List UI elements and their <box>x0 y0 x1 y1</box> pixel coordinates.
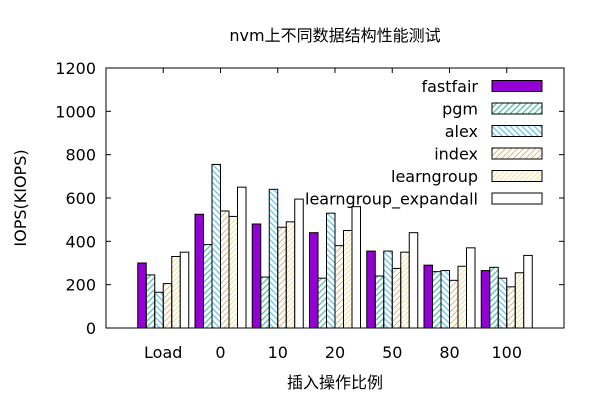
bar-index-Load <box>162 283 173 329</box>
y-tick-label: 1000 <box>55 102 96 121</box>
bar-fastfair-10 <box>251 223 262 329</box>
legend-label-alex: alex <box>445 122 478 141</box>
x-tick-label: 80 <box>439 343 459 362</box>
bar-learngroup-50 <box>400 251 410 329</box>
bar-index-80 <box>449 279 459 329</box>
bar-learngroup_expandall-100 <box>523 254 533 329</box>
x-axis-label: 插入操作比例 <box>287 373 383 392</box>
bar-learngroup-80 <box>457 265 467 329</box>
legend-swatch-alex <box>491 125 543 137</box>
x-tick-label: 20 <box>325 343 345 362</box>
legend-label-learngroup: learngroup <box>391 167 478 186</box>
bar-pgm-80 <box>432 271 442 329</box>
bar-pgm-50 <box>374 275 385 329</box>
x-tick-label: Load <box>144 343 182 362</box>
legend-label-pgm: pgm <box>442 100 478 119</box>
x-tick-label: 0 <box>215 343 225 362</box>
bar-learngroup_expandall-20 <box>351 206 361 329</box>
bar-alex-80 <box>440 270 450 329</box>
y-tick-label: 200 <box>65 276 96 295</box>
y-tick-label: 800 <box>65 146 96 165</box>
bar-fastfair-100 <box>480 270 491 329</box>
bar-fastfair-50 <box>366 250 376 329</box>
bar-fastfair-Load <box>137 262 147 329</box>
legend: fastfair pgm alex index learngroup learngroup… <box>305 77 543 210</box>
bar-pgm-0 <box>203 244 213 329</box>
bar-pgm-100 <box>489 266 499 329</box>
bar-alex-Load <box>154 291 164 329</box>
legend-swatch-index <box>491 147 543 160</box>
bar-learngroup-100 <box>514 272 525 329</box>
bar-learngroup_expandall-80 <box>466 247 476 329</box>
bar-learngroup-Load <box>171 256 181 329</box>
bar-learngroup-20 <box>343 230 353 329</box>
x-tick-label: 10 <box>268 343 288 362</box>
bar-index-50 <box>391 267 402 329</box>
bar-learngroup_expandall-10 <box>294 198 304 329</box>
bar-fastfair-0 <box>194 213 204 329</box>
y-axis-label: IOPS(KIOPS) <box>11 149 30 246</box>
y-tick-label: 600 <box>65 189 96 208</box>
bars <box>137 163 533 329</box>
plot-frame <box>105 67 565 329</box>
legend-swatch-fastfair <box>491 80 543 92</box>
bar-learngroup-10 <box>285 221 296 329</box>
legend-label-index: index <box>434 145 478 164</box>
bar-pgm-20 <box>317 277 327 329</box>
legend-swatch-pgm <box>491 102 543 115</box>
bar-learngroup_expandall-0 <box>237 186 247 329</box>
bar-index-0 <box>220 210 230 329</box>
bar-pgm-10 <box>260 276 270 329</box>
y-ticks: 0 200 400 600 800 1000 1200 <box>55 59 564 338</box>
bar-learngroup_expandall-50 <box>408 232 419 329</box>
bar-fastfair-20 <box>309 232 319 329</box>
y-tick-label: 1200 <box>55 59 96 78</box>
x-tick-label: 50 <box>382 343 402 362</box>
legend-label-fastfair: fastfair <box>421 77 478 96</box>
bar-learngroup_expandall-Load <box>179 251 190 329</box>
bar-index-10 <box>277 226 287 329</box>
bar-index-100 <box>506 286 516 329</box>
x-ticks: Load 0 10 20 50 80 100 <box>144 68 522 362</box>
bar-fastfair-80 <box>423 264 433 329</box>
bar-alex-0 <box>211 163 221 329</box>
bar-alex-100 <box>497 277 508 329</box>
bar-alex-50 <box>383 250 393 329</box>
bar-alex-10 <box>268 188 279 329</box>
legend-label-learngroup_expandall: learngroup_expandall <box>305 190 478 210</box>
legend-swatch-learngroup_expandall <box>491 192 543 205</box>
bar-pgm-Load <box>145 274 156 329</box>
y-tick-label: 400 <box>65 232 96 251</box>
bar-alex-20 <box>326 212 336 329</box>
x-tick-label: 100 <box>491 343 522 362</box>
y-tick-label: 0 <box>86 319 96 338</box>
chart-title: nvm上不同数据结构性能测试 <box>229 26 440 45</box>
bar-index-20 <box>334 245 344 329</box>
bar-learngroup-0 <box>228 215 238 329</box>
legend-swatch-learngroup <box>491 170 543 182</box>
